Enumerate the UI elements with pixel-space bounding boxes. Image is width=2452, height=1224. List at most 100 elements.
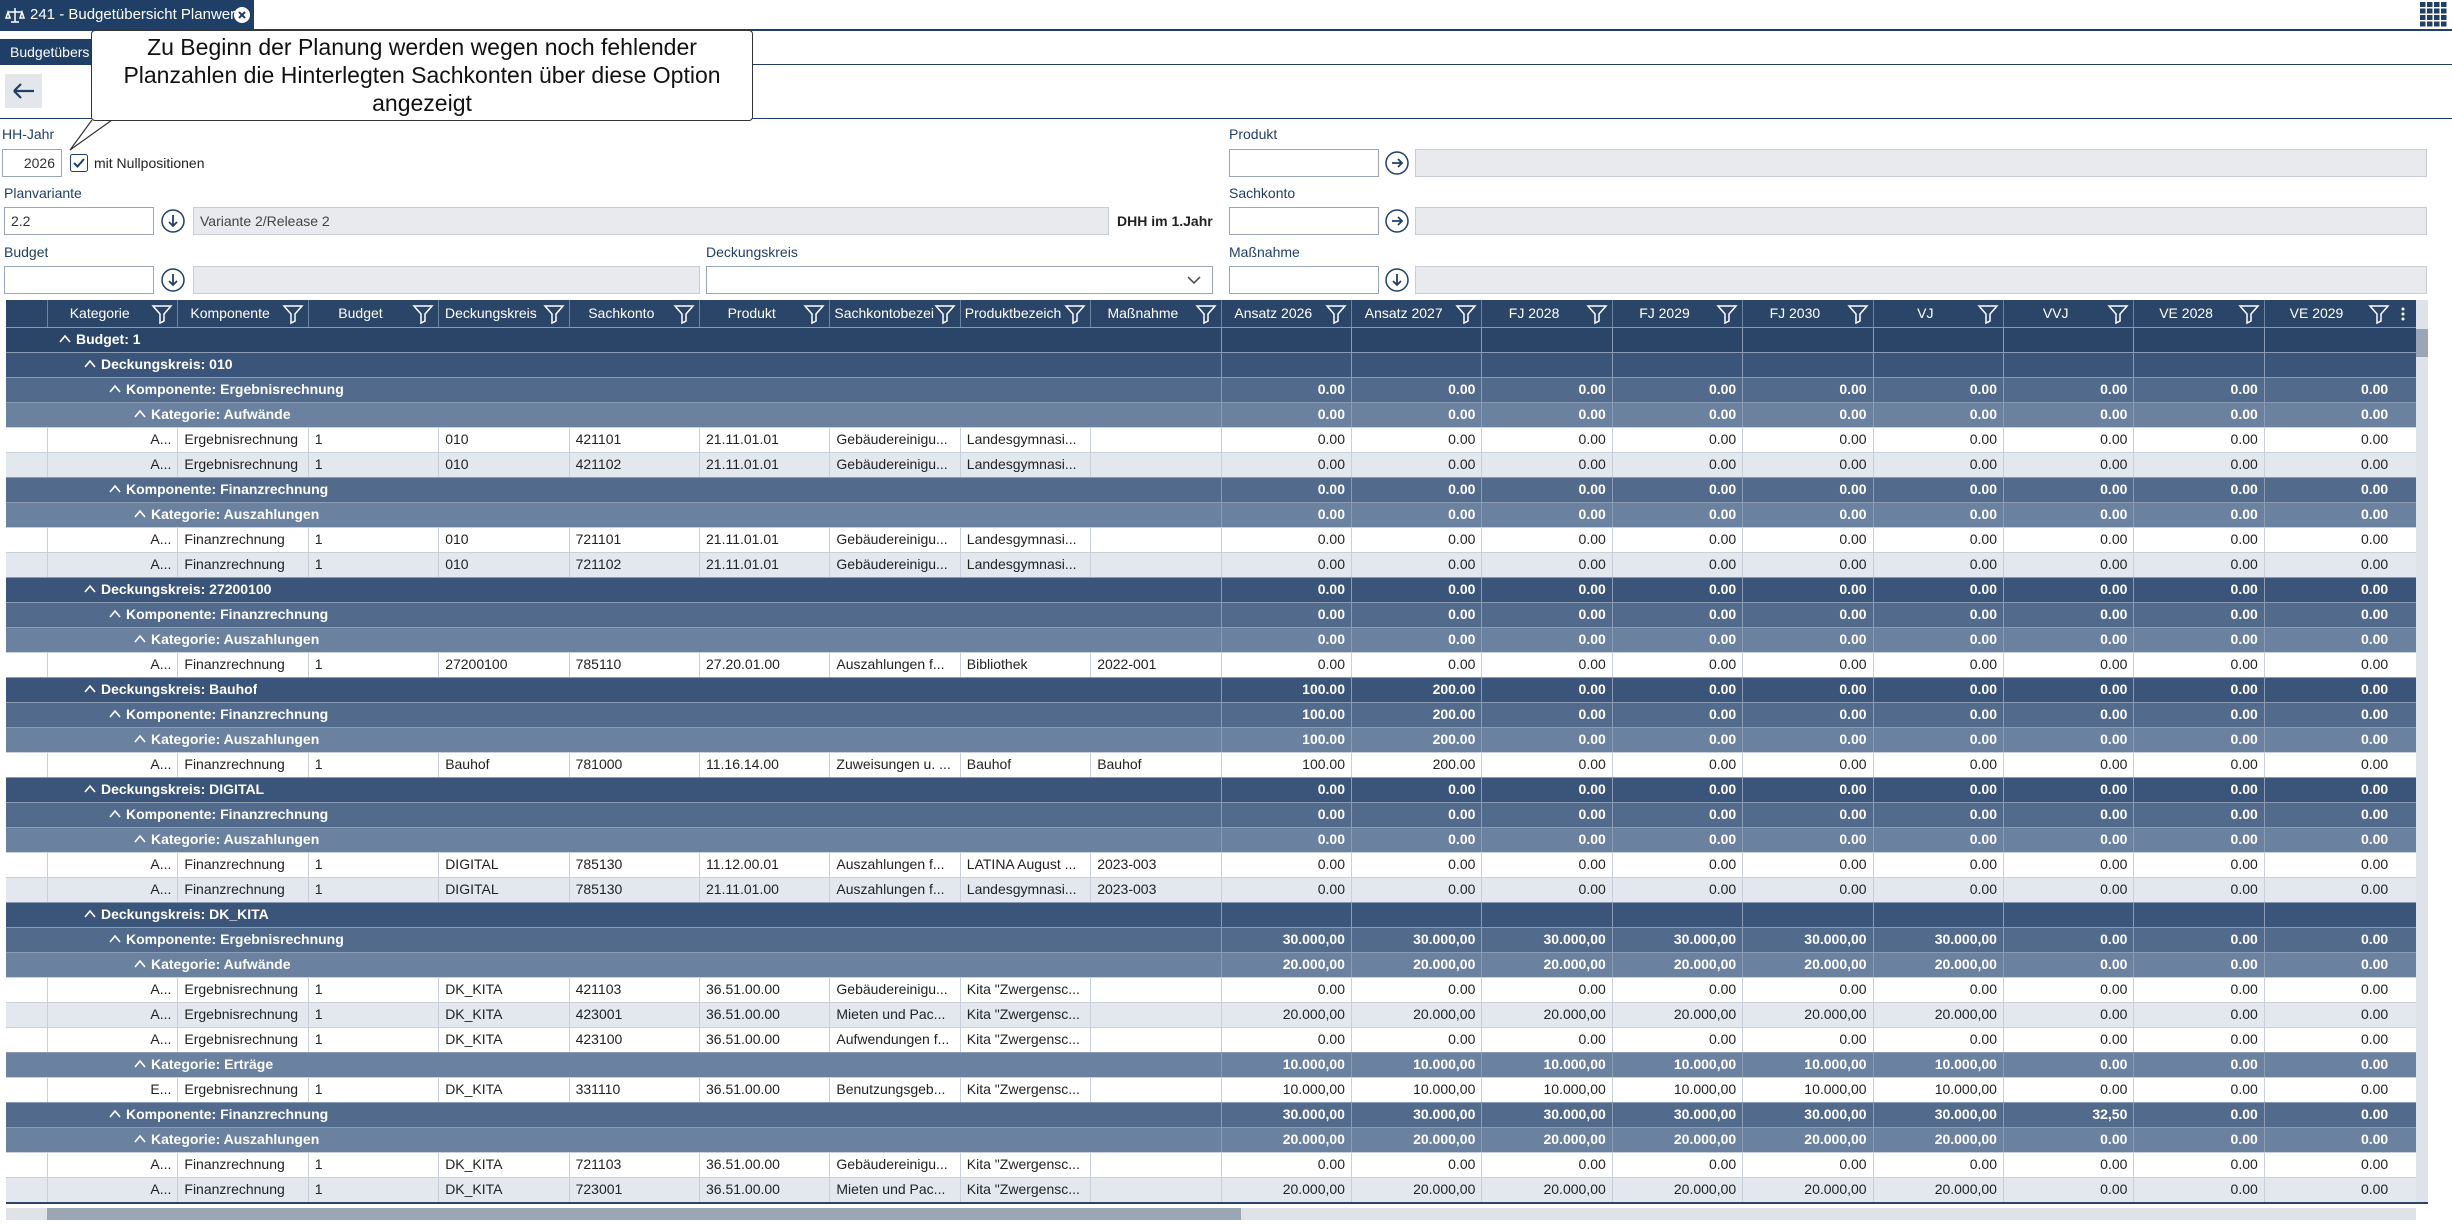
collapse-caret[interactable] bbox=[133, 507, 147, 521]
group-row[interactable] bbox=[6, 702, 2416, 727]
column-header[interactable]: FJ 2028 bbox=[1481, 300, 1611, 327]
checkbox[interactable] bbox=[70, 154, 88, 172]
button[interactable] bbox=[160, 208, 186, 234]
scrollbar-thumb[interactable] bbox=[47, 1208, 1241, 1220]
column-header[interactable]: Maßnahme bbox=[1090, 300, 1220, 327]
button[interactable] bbox=[1384, 208, 1410, 234]
group-row[interactable] bbox=[6, 902, 2416, 927]
group-row[interactable] bbox=[6, 1052, 2416, 1077]
column-header[interactable]: Produkt bbox=[699, 300, 829, 327]
column-header[interactable]: Kategorie bbox=[47, 300, 177, 327]
filter-icon[interactable] bbox=[1325, 303, 1347, 325]
filter-icon[interactable] bbox=[412, 303, 434, 325]
group-row[interactable] bbox=[6, 802, 2416, 827]
group-row[interactable] bbox=[6, 927, 2416, 952]
data-row[interactable] bbox=[6, 427, 2416, 452]
group-row[interactable] bbox=[6, 1102, 2416, 1127]
input[interactable]: 2026 bbox=[2, 149, 62, 177]
filter-icon[interactable] bbox=[934, 303, 956, 325]
button[interactable] bbox=[1384, 267, 1410, 293]
collapse-caret[interactable] bbox=[83, 907, 97, 921]
back-button[interactable] bbox=[5, 74, 42, 108]
input[interactable] bbox=[1229, 207, 1379, 235]
column-menu[interactable] bbox=[2398, 305, 2408, 323]
filter-icon[interactable] bbox=[151, 303, 174, 325]
filter-icon[interactable] bbox=[1977, 303, 1999, 325]
collapse-caret[interactable] bbox=[133, 1132, 147, 1146]
data-row[interactable] bbox=[6, 1077, 2416, 1102]
group-row[interactable] bbox=[6, 327, 2416, 352]
filter-icon[interactable] bbox=[1064, 303, 1086, 325]
input[interactable]: 2.2 bbox=[4, 207, 154, 235]
column-header[interactable]: VVJ bbox=[2003, 300, 2133, 327]
group-row[interactable] bbox=[6, 577, 2416, 602]
group-row[interactable] bbox=[6, 477, 2416, 502]
apps-icon[interactable] bbox=[2420, 2, 2448, 28]
column-header[interactable]: FJ 2030 bbox=[1742, 300, 1872, 327]
select[interactable] bbox=[706, 266, 1213, 294]
column-header[interactable]: Ansatz 2026 bbox=[1220, 300, 1351, 327]
group-row[interactable] bbox=[6, 377, 2416, 402]
column-header[interactable]: Deckungskreis bbox=[438, 300, 568, 327]
data-row[interactable] bbox=[6, 652, 2416, 677]
collapse-caret[interactable] bbox=[83, 782, 97, 796]
collapse-caret[interactable] bbox=[108, 482, 122, 496]
data-row[interactable] bbox=[6, 1002, 2416, 1027]
filter-icon[interactable] bbox=[2238, 303, 2260, 325]
filter-icon[interactable] bbox=[673, 303, 695, 325]
data-row[interactable] bbox=[6, 527, 2416, 552]
collapse-caret[interactable] bbox=[108, 807, 122, 821]
column-header[interactable]: Ansatz 2027 bbox=[1351, 300, 1481, 327]
group-row[interactable] bbox=[6, 402, 2416, 427]
column-header[interactable]: Komponente bbox=[177, 300, 307, 327]
collapse-caret[interactable] bbox=[133, 732, 147, 746]
input[interactable] bbox=[4, 266, 154, 294]
collapse-caret[interactable] bbox=[108, 607, 122, 621]
filter-icon[interactable] bbox=[1716, 303, 1738, 325]
column-header[interactable]: Sachkontobezei bbox=[829, 300, 959, 327]
tab[interactable] bbox=[0, 0, 254, 30]
filter-icon[interactable] bbox=[2107, 303, 2130, 325]
filter-icon[interactable] bbox=[1194, 303, 1217, 325]
scrollbar-thumb[interactable] bbox=[2416, 329, 2428, 357]
group-row[interactable] bbox=[6, 502, 2416, 527]
filter-icon[interactable] bbox=[803, 303, 826, 325]
column-header[interactable]: VJ bbox=[1872, 300, 2003, 327]
input[interactable] bbox=[1229, 149, 1379, 177]
data-row[interactable] bbox=[6, 552, 2416, 577]
collapse-caret[interactable] bbox=[83, 357, 97, 371]
filter-icon[interactable] bbox=[2368, 303, 2390, 325]
filter-icon[interactable] bbox=[542, 303, 565, 325]
column-header[interactable]: VE 2028 bbox=[2133, 300, 2263, 327]
button[interactable] bbox=[160, 267, 186, 293]
filter-icon[interactable] bbox=[1586, 303, 1608, 325]
collapse-caret[interactable] bbox=[133, 407, 147, 421]
collapse-caret[interactable] bbox=[83, 582, 97, 596]
subtab[interactable]: Budgetübers bbox=[0, 39, 91, 64]
collapse-caret[interactable] bbox=[133, 1057, 147, 1071]
group-row[interactable] bbox=[6, 627, 2416, 652]
data-row[interactable] bbox=[6, 1177, 2416, 1202]
input[interactable] bbox=[1229, 266, 1379, 294]
group-row[interactable] bbox=[6, 1127, 2416, 1152]
group-row[interactable] bbox=[6, 602, 2416, 627]
data-row[interactable] bbox=[6, 852, 2416, 877]
group-row[interactable] bbox=[6, 827, 2416, 852]
data-row[interactable] bbox=[6, 1152, 2416, 1177]
collapse-caret[interactable] bbox=[108, 1107, 122, 1121]
column-header[interactable]: Budget bbox=[307, 300, 438, 327]
column-header[interactable]: VE 2029 bbox=[2263, 300, 2394, 327]
collapse-caret[interactable] bbox=[58, 332, 72, 346]
button[interactable] bbox=[1384, 150, 1410, 176]
column-header[interactable]: Produktbezeich bbox=[959, 300, 1090, 327]
group-row[interactable] bbox=[6, 677, 2416, 702]
data-row[interactable] bbox=[6, 877, 2416, 902]
column-header[interactable]: FJ 2029 bbox=[1611, 300, 1742, 327]
filter-icon[interactable] bbox=[1455, 303, 1478, 325]
data-row[interactable] bbox=[6, 1027, 2416, 1052]
collapse-caret[interactable] bbox=[83, 682, 97, 696]
collapse-caret[interactable] bbox=[108, 382, 122, 396]
group-row[interactable] bbox=[6, 352, 2416, 377]
group-row[interactable] bbox=[6, 777, 2416, 802]
group-row[interactable] bbox=[6, 727, 2416, 752]
